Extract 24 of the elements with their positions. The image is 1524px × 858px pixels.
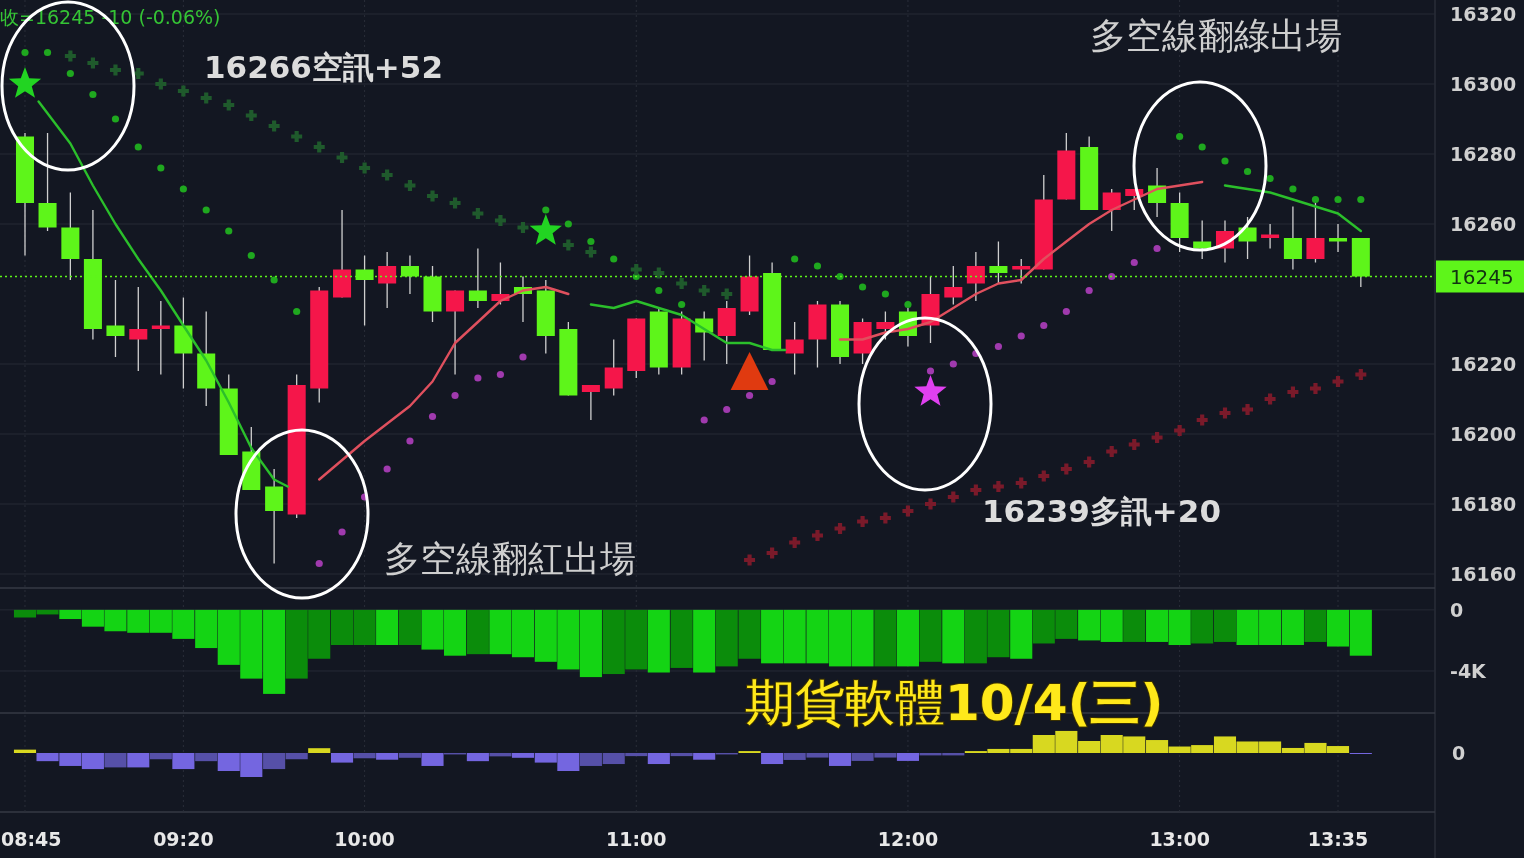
- ytick: 16200: [1450, 423, 1517, 445]
- ytick: 16260: [1450, 213, 1517, 235]
- ytick: 16160: [1450, 563, 1517, 585]
- xtick: 13:35: [1307, 828, 1369, 850]
- xtick: 10:00: [334, 828, 395, 850]
- ytick: 16320: [1450, 3, 1517, 25]
- xtick: 11:00: [606, 828, 667, 850]
- xtick: 09:20: [153, 828, 214, 850]
- annotation: 期貨軟體10/4(三): [745, 674, 1164, 732]
- annotation: 16266空訊+52: [204, 49, 443, 85]
- ytick: 0: [1450, 598, 1464, 621]
- ytick: 16180: [1450, 493, 1517, 515]
- annotation: 16239多訊+20: [982, 493, 1221, 529]
- ytick: -4K: [1450, 660, 1486, 682]
- xtick: 12:00: [877, 828, 939, 850]
- ref-label: 16245: [1450, 264, 1514, 289]
- annotation: 多空線翻紅出場: [384, 538, 636, 579]
- ytick: 16300: [1450, 73, 1517, 95]
- xtick: 13:00: [1149, 828, 1210, 850]
- annotation: 0: [1452, 742, 1466, 764]
- annotation: 多空線翻綠出場: [1090, 15, 1342, 56]
- ytick: 16280: [1450, 143, 1517, 165]
- xtick: 08:45: [1, 828, 62, 850]
- ytick: 16220: [1450, 353, 1517, 375]
